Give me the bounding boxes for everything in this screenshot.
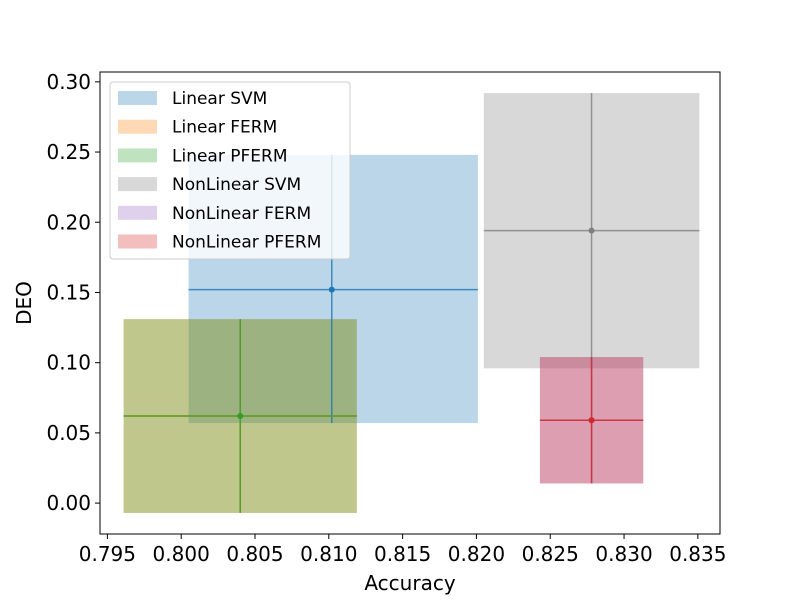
legend-label-nonlinear-svm: NonLinear SVM bbox=[172, 175, 301, 195]
legend-label-linear-svm: Linear SVM bbox=[172, 89, 267, 109]
x-tick-label: 0.825 bbox=[522, 542, 579, 566]
legend-swatch-nonlinear-svm bbox=[118, 177, 157, 192]
x-tick-label: 0.830 bbox=[595, 542, 652, 566]
legend-label-linear-ferm: Linear FERM bbox=[172, 118, 277, 138]
legend-swatch-linear-svm bbox=[118, 91, 157, 105]
legend-swatch-linear-pferm bbox=[118, 148, 157, 163]
errorbar-layer bbox=[123, 93, 700, 513]
point-nonlinear-pferm bbox=[588, 417, 595, 424]
point-linear-svm bbox=[328, 286, 335, 293]
y-axis-label: DEO bbox=[12, 281, 36, 325]
y-axis-ticks: 0.00 0.05 0.10 0.15 0.20 0.25 0.30 bbox=[46, 70, 100, 515]
legend-label-nonlinear-ferm: NonLinear FERM bbox=[172, 204, 311, 224]
x-axis-label: Accuracy bbox=[364, 571, 455, 595]
x-tick-label: 0.835 bbox=[669, 542, 726, 566]
x-tick-label: 0.815 bbox=[374, 542, 431, 566]
y-tick-label: 0.15 bbox=[46, 280, 91, 304]
y-tick-label: 0.25 bbox=[46, 140, 91, 164]
y-tick-label: 0.00 bbox=[46, 491, 91, 515]
x-tick-label: 0.805 bbox=[226, 542, 283, 566]
x-tick-label: 0.820 bbox=[448, 542, 505, 566]
y-tick-label: 0.05 bbox=[46, 421, 91, 445]
legend-swatch-linear-ferm bbox=[118, 119, 157, 134]
y-tick-label: 0.20 bbox=[46, 210, 91, 234]
plot-frame bbox=[99, 71, 721, 535]
y-tick-label: 0.10 bbox=[46, 351, 91, 375]
x-tick-label: 0.795 bbox=[79, 542, 136, 566]
legend-label-linear-pferm: Linear PFERM bbox=[172, 146, 288, 166]
legend-swatch-nonlinear-pferm bbox=[118, 234, 157, 249]
point-linear-pferm bbox=[237, 413, 244, 420]
legend-frame bbox=[109, 81, 351, 260]
x-axis-ticks: 0.795 0.800 0.805 0.810 0.815 0.820 0.825 0.830… bbox=[79, 534, 726, 566]
legend-swatch-nonlinear-ferm bbox=[118, 205, 157, 220]
x-tick-label: 0.800 bbox=[153, 542, 210, 566]
point-nonlinear-svm bbox=[588, 227, 595, 234]
legend: Linear SVM Linear FERM Linear PFERM NonLine… bbox=[109, 81, 351, 260]
legend-label-nonlinear-pferm: NonLinear PFERM bbox=[172, 233, 321, 253]
x-tick-label: 0.810 bbox=[300, 542, 357, 566]
y-tick-label: 0.30 bbox=[46, 70, 91, 94]
